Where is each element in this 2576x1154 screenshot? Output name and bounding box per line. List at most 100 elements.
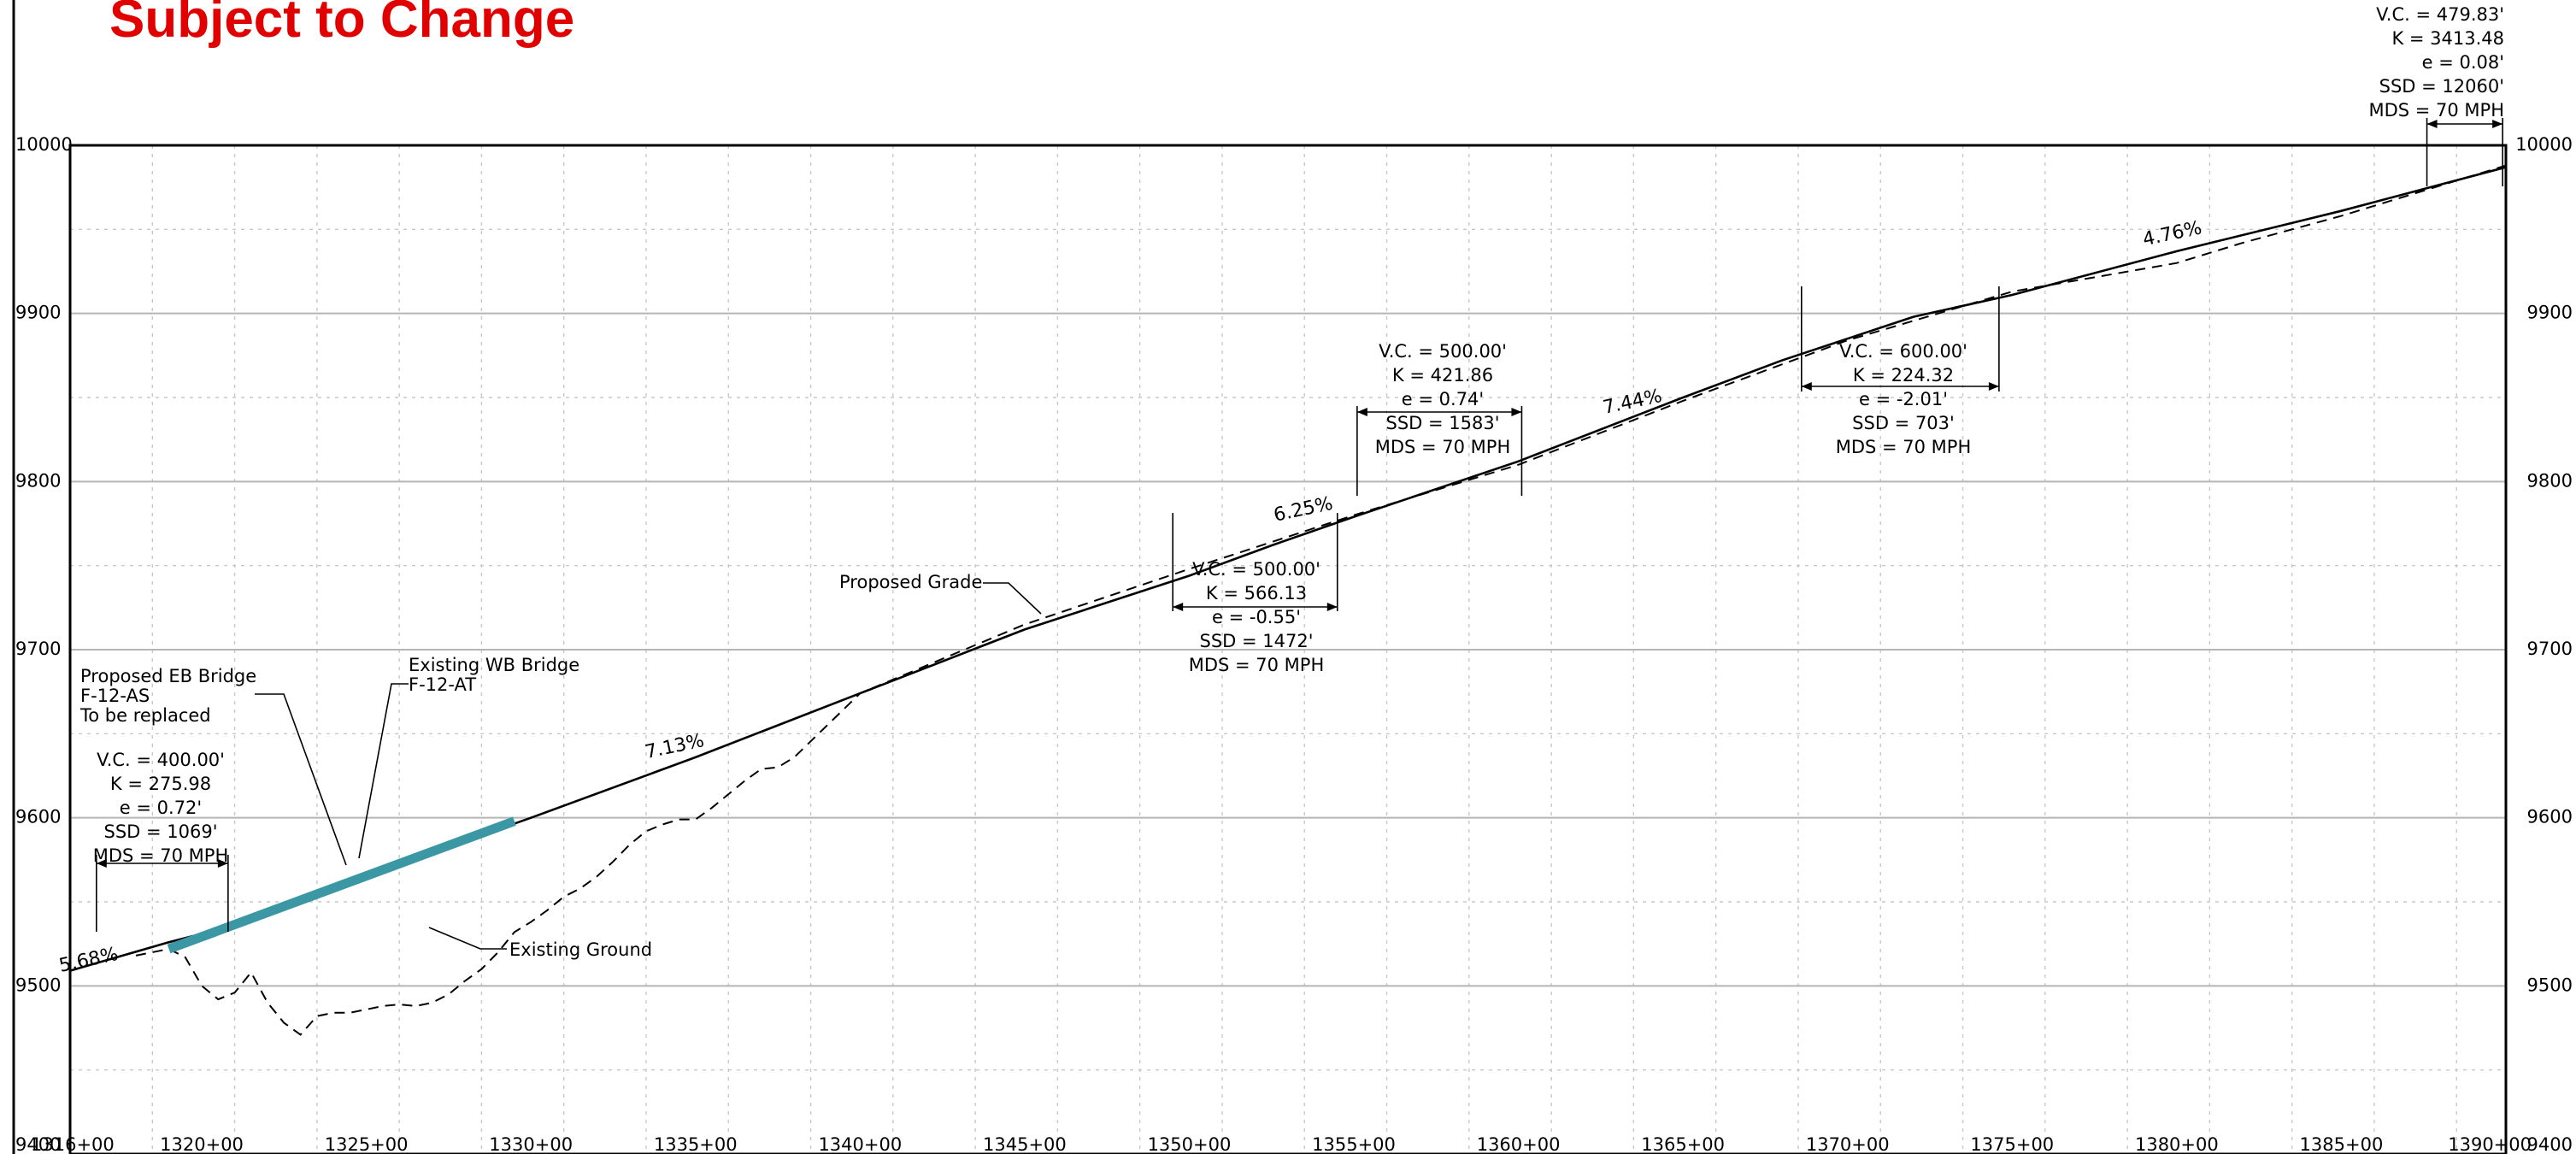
vertical-curve-line: MDS = 70 MPH bbox=[93, 845, 229, 866]
vertical-curve-line: e = 0.72' bbox=[120, 798, 202, 818]
grade-percent-label: 7.13% bbox=[644, 730, 707, 763]
vertical-curve-line: SSD = 1472' bbox=[1200, 631, 1314, 651]
vertical-curve-line: K = 566.13 bbox=[1206, 583, 1307, 603]
vertical-curve-line: V.C. = 500.00' bbox=[1379, 341, 1507, 362]
y-tick-label-right: 9600 bbox=[2527, 807, 2573, 827]
callout-leader-line bbox=[358, 683, 409, 859]
vertical-curve-line: V.C. = 479.83' bbox=[2376, 4, 2504, 25]
vertical-curve-line: SSD = 703' bbox=[1852, 413, 1955, 433]
grade-labels: 5.68% 7.13% 6.25% 7.44% 4.76% bbox=[57, 217, 2203, 977]
grade-percent-label: 6.25% bbox=[1272, 493, 1335, 527]
existing-ground-line bbox=[135, 164, 2507, 1036]
vertical-curve-line: K = 275.98 bbox=[110, 774, 211, 794]
x-tick-label: 1320+00 bbox=[160, 1134, 244, 1154]
y-tick-label-right: 9700 bbox=[2527, 639, 2573, 659]
grade-percent-label: 5.68% bbox=[57, 944, 121, 977]
vertical-curve-line: MDS = 70 MPH bbox=[1375, 437, 1511, 457]
dimension-arrow-right bbox=[217, 859, 228, 868]
x-tick-label: 1385+00 bbox=[2300, 1134, 2384, 1154]
dimension-arrow-right bbox=[1988, 382, 1999, 391]
callout-note-line: Existing Ground bbox=[509, 939, 652, 960]
y-tick-label-right: 9800 bbox=[2527, 470, 2573, 491]
x-tick-label: 1345+00 bbox=[983, 1134, 1067, 1154]
grade-percent-label: 4.76% bbox=[2141, 217, 2204, 250]
callout-note-line: To be replaced bbox=[79, 705, 211, 726]
callout-leader-line bbox=[983, 582, 1042, 615]
dimension-arrow-left bbox=[1173, 603, 1184, 611]
vertical-curve-line: e = 0.74' bbox=[1402, 389, 1484, 409]
callout-note-line: F-12-AT bbox=[409, 674, 476, 695]
x-tick-label: 1355+00 bbox=[1312, 1134, 1396, 1154]
dimension-arrow-right bbox=[2492, 120, 2503, 128]
x-tick-label: 1316+00 bbox=[31, 1134, 115, 1154]
dimension-arrow-left bbox=[1356, 408, 1367, 416]
dimension-arrow-left bbox=[1801, 382, 1812, 391]
y-tick-label-left: 9500 bbox=[15, 974, 61, 995]
x-tick-label: 1390+00 bbox=[2448, 1134, 2532, 1154]
vertical-curve-line: K = 421.86 bbox=[1392, 365, 1493, 386]
vertical-curve-line: MDS = 70 MPH bbox=[1836, 437, 1972, 457]
dimension-arrow-right bbox=[1511, 408, 1522, 416]
x-tick-label: 1350+00 bbox=[1148, 1134, 1232, 1154]
callout-note-line: F-12-AS bbox=[80, 686, 150, 706]
vertical-curve-line: e = -0.55' bbox=[1212, 607, 1301, 627]
vertical-curve-annotations: V.C. = 400.00' K = 275.98 e = 0.72' SSD = 1… bbox=[93, 4, 2504, 932]
y-tick-label-left: 9900 bbox=[15, 303, 61, 323]
vertical-curve-callout: V.C. = 479.83' K = 3413.48 e = 0.08' SSD = … bbox=[2368, 4, 2504, 186]
y-tick-label-right: 9500 bbox=[2527, 974, 2573, 995]
x-tick-label: 1380+00 bbox=[2135, 1134, 2219, 1154]
callout-leader-line bbox=[255, 693, 347, 866]
y-tick-label-left: 9800 bbox=[15, 470, 61, 491]
vertical-curve-line: V.C. = 500.00' bbox=[1192, 559, 1320, 580]
dimension-arrow-right bbox=[1326, 603, 1338, 611]
y-tick-label-left: 9600 bbox=[15, 807, 61, 827]
vertical-curve-callout: V.C. = 400.00' K = 275.98 e = 0.72' SSD = 1… bbox=[93, 750, 229, 932]
x-tick-label: 1375+00 bbox=[1970, 1134, 2054, 1154]
y-tick-label-right: 9900 bbox=[2527, 303, 2573, 323]
vertical-curve-line: K = 224.32 bbox=[1853, 365, 1954, 386]
y-tick-label-left: 9700 bbox=[15, 639, 61, 659]
callout-note: Existing Ground bbox=[428, 927, 652, 960]
vertical-curve-line: MDS = 70 MPH bbox=[2368, 100, 2504, 121]
x-tick-label: 1360+00 bbox=[1477, 1134, 1561, 1154]
dimension-arrow-left bbox=[96, 859, 107, 868]
vertical-curve-line: SSD = 1069' bbox=[104, 821, 218, 842]
vertical-curve-callout: V.C. = 500.00' K = 566.13 e = -0.55' SSD = … bbox=[1172, 513, 1338, 675]
subject-to-change-stamp: Subject to Change bbox=[109, 0, 575, 49]
axis-tick-labels: 1316+00 1320+00 1325+00 1330+00 1335+00 1340+… bbox=[15, 134, 2573, 1154]
vertical-curve-line: e = 0.08' bbox=[2422, 52, 2504, 73]
profile-lines bbox=[69, 164, 2507, 1036]
vertical-curve-line: V.C. = 400.00' bbox=[97, 750, 225, 770]
x-tick-label: 1340+00 bbox=[818, 1134, 902, 1154]
vertical-curve-callout: V.C. = 600.00' K = 224.32 e = -2.01' SSD = … bbox=[1801, 286, 2000, 457]
x-tick-label: 1330+00 bbox=[489, 1134, 573, 1154]
plot-frame bbox=[68, 144, 2508, 1154]
x-tick-label: 1365+00 bbox=[1641, 1134, 1725, 1154]
x-tick-label: 1335+00 bbox=[654, 1134, 738, 1154]
y-tick-label-left: 9400 bbox=[15, 1134, 61, 1154]
y-tick-label-left: 10000 bbox=[15, 134, 73, 155]
vertical-curve-line: SSD = 12060' bbox=[2379, 76, 2504, 97]
x-tick-label: 1325+00 bbox=[325, 1134, 409, 1154]
vertical-curve-callout: V.C. = 500.00' K = 421.86 e = 0.74' SSD = 1… bbox=[1356, 341, 1523, 496]
grade-percent-label: 7.44% bbox=[1601, 386, 1664, 419]
vertical-curve-line: K = 3413.48 bbox=[2391, 28, 2504, 49]
callout-note-line: Proposed Grade bbox=[839, 572, 982, 592]
callout-note-line: Proposed EB Bridge bbox=[80, 666, 256, 686]
vertical-curve-line: MDS = 70 MPH bbox=[1189, 655, 1325, 675]
callout-note-line: Existing WB Bridge bbox=[409, 655, 579, 675]
callout-note: Proposed Grade bbox=[839, 572, 1042, 615]
vertical-curve-line: V.C. = 600.00' bbox=[1839, 341, 1967, 362]
y-tick-label-right: 9400 bbox=[2527, 1134, 2573, 1154]
x-tick-label: 1370+00 bbox=[1806, 1134, 1890, 1154]
vertical-curve-line: e = -2.01' bbox=[1859, 389, 1948, 409]
proposed-eb-bridge-bar bbox=[167, 816, 516, 954]
dimension-arrow-left bbox=[2426, 120, 2438, 128]
y-tick-label-right: 10000 bbox=[2515, 134, 2573, 155]
vertical-curve-line: SSD = 1583' bbox=[1386, 413, 1500, 433]
callout-leader-line bbox=[428, 927, 507, 950]
